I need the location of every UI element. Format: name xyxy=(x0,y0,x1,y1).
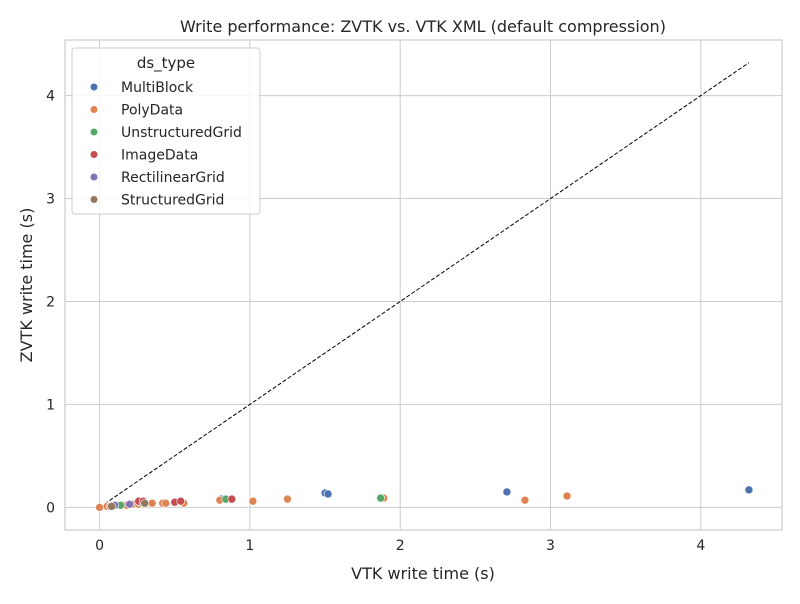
y-tick-label: 0 xyxy=(46,500,55,516)
x-tick-label: 4 xyxy=(696,538,705,554)
y-tick-label: 1 xyxy=(46,397,55,413)
data-point-polydata xyxy=(283,494,292,504)
legend-label: PolyData xyxy=(121,103,183,119)
legend-marker xyxy=(90,196,98,203)
legend-label: MultiBlock xyxy=(121,80,194,96)
legend-marker xyxy=(90,83,98,91)
legend-box xyxy=(71,47,261,215)
legend-marker xyxy=(90,173,98,181)
data-point-multiblock xyxy=(502,487,512,497)
x-tick-label: 2 xyxy=(396,538,405,554)
data-point-polydata xyxy=(95,503,104,512)
x-axis-label: VTK write time (s) xyxy=(351,564,495,583)
data-point-polydata xyxy=(147,498,157,508)
data-point-polydata xyxy=(520,495,530,505)
x-tick-label: 0 xyxy=(95,538,104,554)
legend-title: ds_type xyxy=(137,54,195,73)
y-tick-label: 2 xyxy=(46,294,55,310)
legend-marker xyxy=(90,106,98,113)
data-point-structuredgrid xyxy=(107,502,116,511)
legend-marker xyxy=(90,151,98,158)
x-tick-label: 1 xyxy=(245,538,254,554)
legend-label: StructuredGrid xyxy=(121,193,224,209)
chart-title: Write performance: ZVTK vs. VTK XML (def… xyxy=(180,17,666,36)
reference-line xyxy=(99,62,750,508)
legend-label: UnstructuredGrid xyxy=(121,125,242,141)
data-point-polydata xyxy=(562,491,572,501)
legend-marker xyxy=(90,128,98,136)
data-point-polydata xyxy=(161,498,171,508)
data-point-multiblock xyxy=(744,485,754,495)
data-point-structuredgrid xyxy=(140,498,149,508)
legend-label: ImageData xyxy=(121,148,198,164)
y-axis-label: ZVTK write time (s) xyxy=(17,208,36,363)
data-point-rectilineargrid xyxy=(125,499,134,509)
data-point-unstructuredgrid xyxy=(376,493,385,503)
data-point-imagedata xyxy=(176,496,186,506)
data-point-multiblock xyxy=(323,489,333,499)
x-tick-label: 3 xyxy=(546,538,555,554)
data-point-imagedata xyxy=(227,494,237,504)
legend-label: RectilinearGrid xyxy=(121,170,225,186)
y-tick-label: 4 xyxy=(46,89,55,105)
data-point-polydata xyxy=(248,496,258,506)
y-tick-label: 3 xyxy=(46,192,55,208)
plot-frame xyxy=(64,39,783,531)
